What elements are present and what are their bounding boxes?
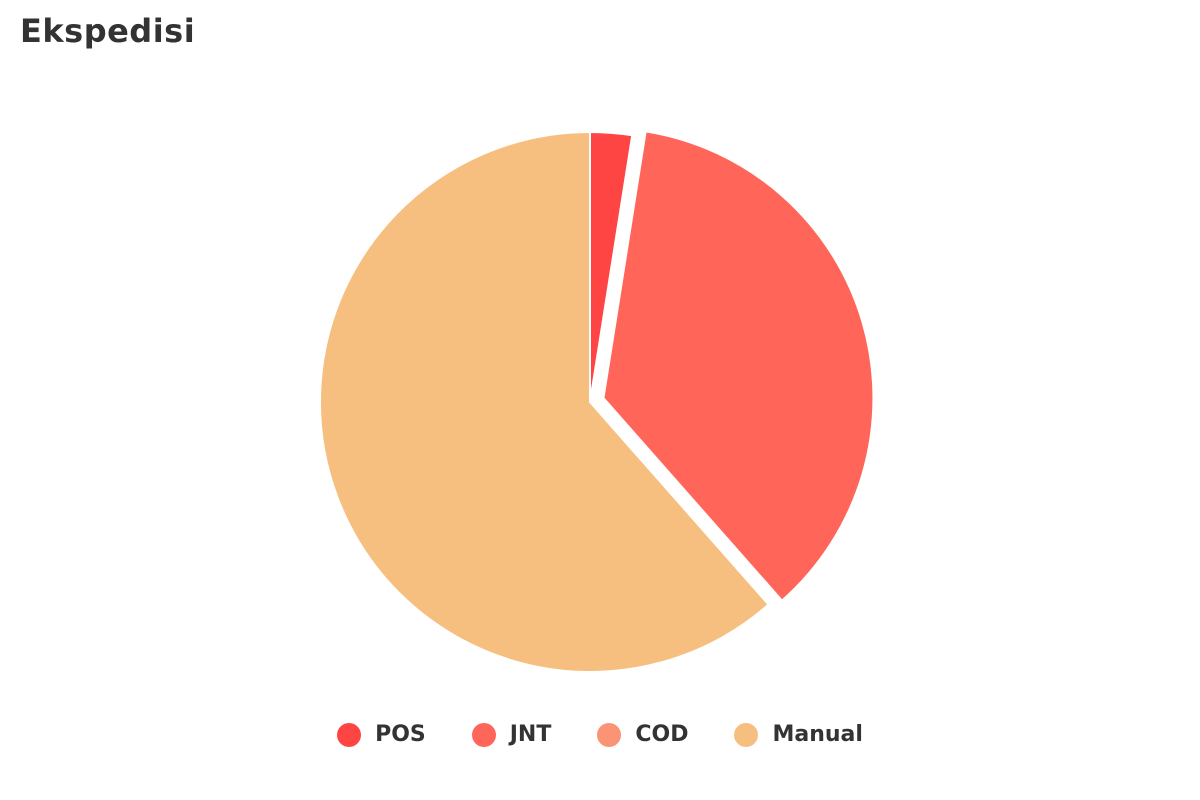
legend-label-manual: Manual <box>772 722 863 747</box>
chart-legend: POS JNT COD Manual <box>0 722 1200 747</box>
legend-swatch-pos <box>337 722 362 747</box>
legend-label-jnt: JNT <box>509 722 552 747</box>
legend-swatch-manual <box>734 722 759 747</box>
legend-swatch-cod <box>597 722 622 747</box>
legend-item-manual[interactable]: Manual <box>734 722 863 747</box>
legend-item-jnt[interactable]: JNT <box>471 722 552 747</box>
legend-item-cod[interactable]: COD <box>597 722 688 747</box>
legend-item-pos[interactable]: POS <box>337 722 426 747</box>
legend-label-cod: COD <box>635 722 689 747</box>
pie-slice-jnt[interactable] <box>602 130 875 603</box>
legend-label-pos: POS <box>375 722 426 747</box>
chart-title: Ekspedisi <box>20 12 196 50</box>
pie-slice-manual[interactable] <box>319 130 770 673</box>
legend-swatch-jnt <box>471 722 496 747</box>
